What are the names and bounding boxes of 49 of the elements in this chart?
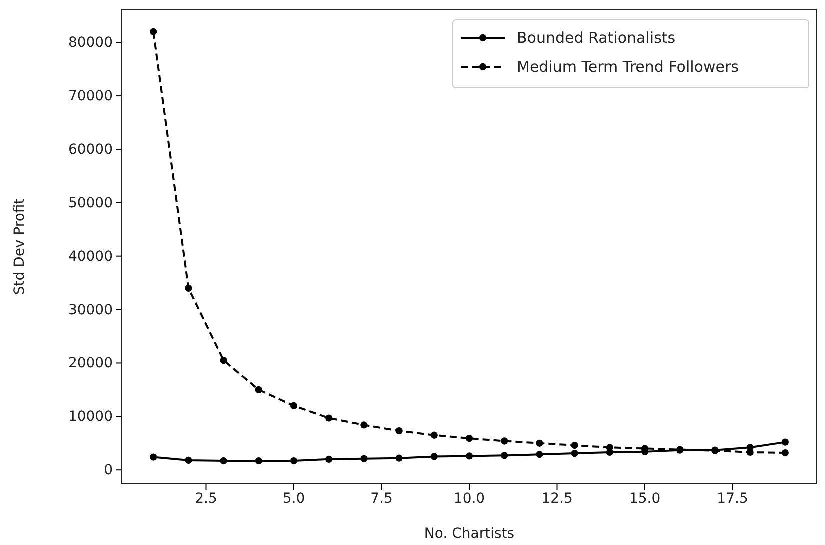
y-tick-label: 80000 xyxy=(68,35,113,52)
point xyxy=(255,386,262,394)
point xyxy=(360,422,368,429)
x-tick-label: 15.0 xyxy=(629,490,661,507)
point xyxy=(396,428,403,435)
point xyxy=(360,455,368,462)
point xyxy=(290,402,298,410)
y-tick-label: 70000 xyxy=(68,88,113,105)
legend-label: Bounded Rationalists xyxy=(517,29,676,47)
point xyxy=(430,453,438,460)
point xyxy=(430,432,438,439)
point xyxy=(326,456,333,463)
point xyxy=(501,438,508,445)
point xyxy=(290,457,298,465)
point xyxy=(536,440,544,447)
legend-label: Medium Term Trend Followers xyxy=(517,58,740,76)
point xyxy=(536,451,544,458)
y-tick-label: 0 xyxy=(104,462,113,479)
point xyxy=(220,457,228,465)
point xyxy=(396,454,403,462)
x-tick-label: 2.5 xyxy=(195,490,218,507)
x-axis-title: No. Chartists xyxy=(424,526,515,542)
y-tick-label: 20000 xyxy=(68,356,113,372)
point xyxy=(501,452,508,460)
x-tick-label: 17.5 xyxy=(717,490,748,507)
point xyxy=(571,442,578,450)
point xyxy=(150,28,158,36)
x-tick-label: 5.0 xyxy=(282,490,306,507)
point xyxy=(150,454,158,461)
y-tick-label: 30000 xyxy=(68,302,113,318)
point xyxy=(571,450,578,458)
point xyxy=(782,449,789,457)
point xyxy=(606,444,614,452)
point xyxy=(255,457,262,465)
point xyxy=(185,456,192,464)
y-tick-label: 50000 xyxy=(68,195,113,212)
y-tick-label: 40000 xyxy=(68,248,113,265)
point xyxy=(466,452,474,460)
y-axis-title: Std Dev Profit xyxy=(12,198,28,296)
x-tick-label: 7.5 xyxy=(370,490,393,507)
point xyxy=(466,435,474,442)
point xyxy=(185,284,192,292)
x-tick-label: 10.0 xyxy=(454,490,486,507)
point xyxy=(326,414,333,422)
point xyxy=(220,356,228,364)
point xyxy=(782,438,789,446)
y-tick-label: 10000 xyxy=(68,409,113,426)
x-tick-label: 12.5 xyxy=(542,490,573,507)
y-tick-label: 60000 xyxy=(68,142,113,158)
